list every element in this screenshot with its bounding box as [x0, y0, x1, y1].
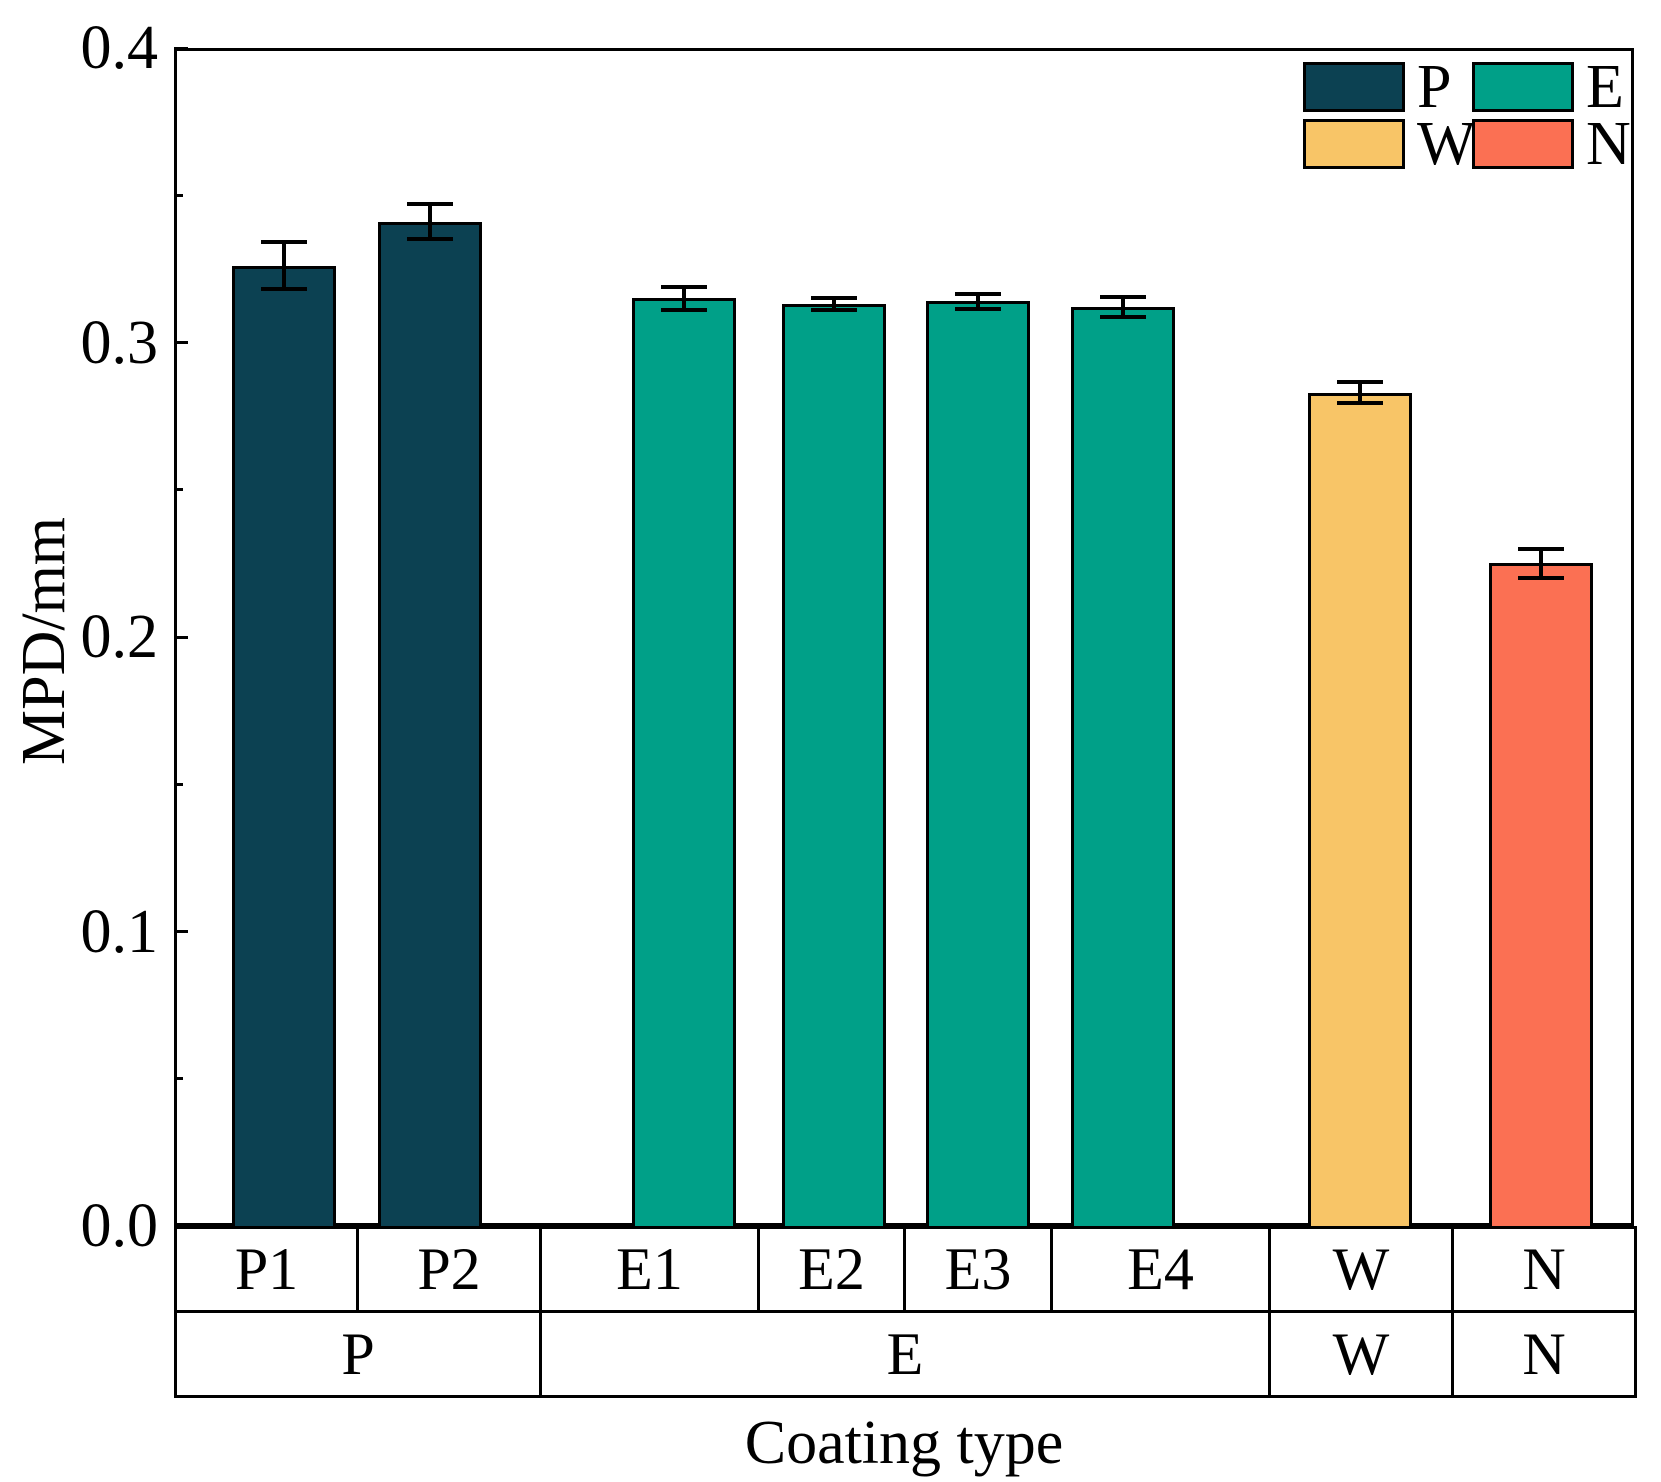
error-bar-stem-E4 — [1121, 296, 1125, 318]
category-cell-E4: E4 — [1050, 1226, 1271, 1313]
legend-label-W: W — [1417, 110, 1476, 178]
y-tick-label: 0.2 — [80, 603, 159, 671]
error-bar-stem-P1 — [282, 242, 286, 290]
y-minor-tick — [174, 782, 183, 786]
error-bar-top-cap-E1 — [661, 284, 707, 289]
error-bar-top-cap-E3 — [955, 291, 1001, 296]
error-bar-top-cap-E2 — [811, 296, 857, 301]
category-cell-P1: P1 — [174, 1226, 359, 1313]
y-major-tick — [174, 46, 188, 50]
category-cell-E1: E1 — [539, 1226, 760, 1313]
y-minor-tick — [174, 193, 183, 197]
error-bar-bottom-cap-E1 — [661, 308, 707, 313]
y-major-tick — [174, 930, 188, 933]
legend-swatch-N — [1472, 119, 1574, 169]
category-cell-E3: E3 — [903, 1226, 1053, 1313]
bar-N — [1489, 563, 1593, 1229]
error-bar-top-cap-E4 — [1100, 294, 1146, 299]
legend-swatch-P — [1303, 62, 1405, 112]
error-bar-bottom-cap-E2 — [811, 308, 857, 313]
error-bar-top-cap-P1 — [261, 240, 307, 245]
group-cell-W: W — [1268, 1310, 1454, 1398]
legend-swatch-E — [1472, 62, 1574, 112]
y-tick-label: 0.3 — [80, 308, 159, 377]
error-bar-bottom-cap-E4 — [1100, 315, 1146, 320]
y-tick-label: 0.0 — [80, 1192, 159, 1260]
legend-label-E: E — [1586, 53, 1624, 121]
error-bar-stem-N — [1539, 548, 1543, 579]
error-bar-stem-E3 — [976, 293, 980, 309]
error-bar-stem-E1 — [682, 286, 686, 311]
group-cell-N: N — [1451, 1310, 1637, 1398]
bar-P1 — [232, 265, 336, 1229]
group-cell-P: P — [174, 1310, 542, 1398]
bar-E1 — [632, 298, 736, 1229]
error-bar-stem-W — [1358, 382, 1362, 403]
legend-swatch-W — [1303, 119, 1405, 169]
y-minor-tick — [174, 488, 183, 492]
y-axis-title: MPD/mm — [10, 516, 78, 766]
bar-E4 — [1071, 307, 1175, 1229]
error-bar-stem-E2 — [832, 298, 836, 311]
error-bar-bottom-cap-E3 — [955, 306, 1001, 311]
error-bar-stem-P2 — [428, 204, 432, 240]
y-major-tick — [174, 635, 188, 639]
legend-label-P: P — [1417, 53, 1452, 121]
y-tick-label: 0.1 — [80, 897, 159, 966]
error-bar-bottom-cap-P1 — [261, 287, 307, 292]
error-bar-bottom-cap-N — [1518, 576, 1564, 581]
category-cell-N: N — [1451, 1226, 1637, 1313]
bar-E3 — [926, 301, 1030, 1229]
x-axis-title: Coating type — [744, 1409, 1064, 1477]
category-cell-P2: P2 — [356, 1226, 542, 1313]
group-cell-E: E — [539, 1310, 1271, 1398]
error-bar-top-cap-P2 — [407, 202, 453, 207]
y-minor-tick — [174, 1077, 183, 1081]
error-bar-bottom-cap-P2 — [407, 237, 453, 242]
error-bar-top-cap-N — [1518, 546, 1564, 551]
bar-E2 — [782, 304, 886, 1229]
y-major-tick — [174, 341, 188, 344]
legend-label-N: N — [1586, 110, 1631, 178]
bar-P2 — [378, 221, 482, 1229]
category-cell-W: W — [1268, 1226, 1454, 1313]
bar-W — [1308, 392, 1412, 1229]
error-bar-bottom-cap-W — [1337, 400, 1383, 405]
y-tick-label: 0.4 — [80, 14, 159, 82]
category-cell-E2: E2 — [757, 1226, 906, 1313]
error-bar-top-cap-W — [1337, 380, 1383, 385]
